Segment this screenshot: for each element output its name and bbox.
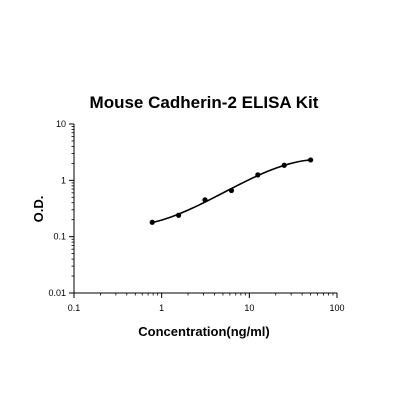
x-tick-label: 0.1 bbox=[68, 303, 81, 313]
data-point bbox=[308, 157, 314, 163]
x-tick-label: 1 bbox=[159, 303, 164, 313]
x-tick-label: 100 bbox=[329, 303, 344, 313]
data-point bbox=[175, 212, 182, 218]
data-point bbox=[281, 162, 287, 168]
x-axis-label: Concentration(ng/ml) bbox=[138, 324, 269, 339]
data-point bbox=[202, 197, 208, 203]
y-tick-label: 10 bbox=[56, 119, 66, 129]
data-point bbox=[228, 187, 235, 194]
y-tick-label: 1 bbox=[61, 175, 66, 185]
y-axis-label: O.D. bbox=[31, 196, 46, 223]
data-point bbox=[255, 172, 261, 178]
chart-title: Mouse Cadherin-2 ELISA Kit bbox=[90, 93, 319, 112]
data-point bbox=[149, 219, 155, 225]
y-tick-label: 0.1 bbox=[53, 232, 66, 242]
y-tick-label: 0.01 bbox=[48, 288, 66, 298]
x-tick-label: 10 bbox=[244, 303, 254, 313]
